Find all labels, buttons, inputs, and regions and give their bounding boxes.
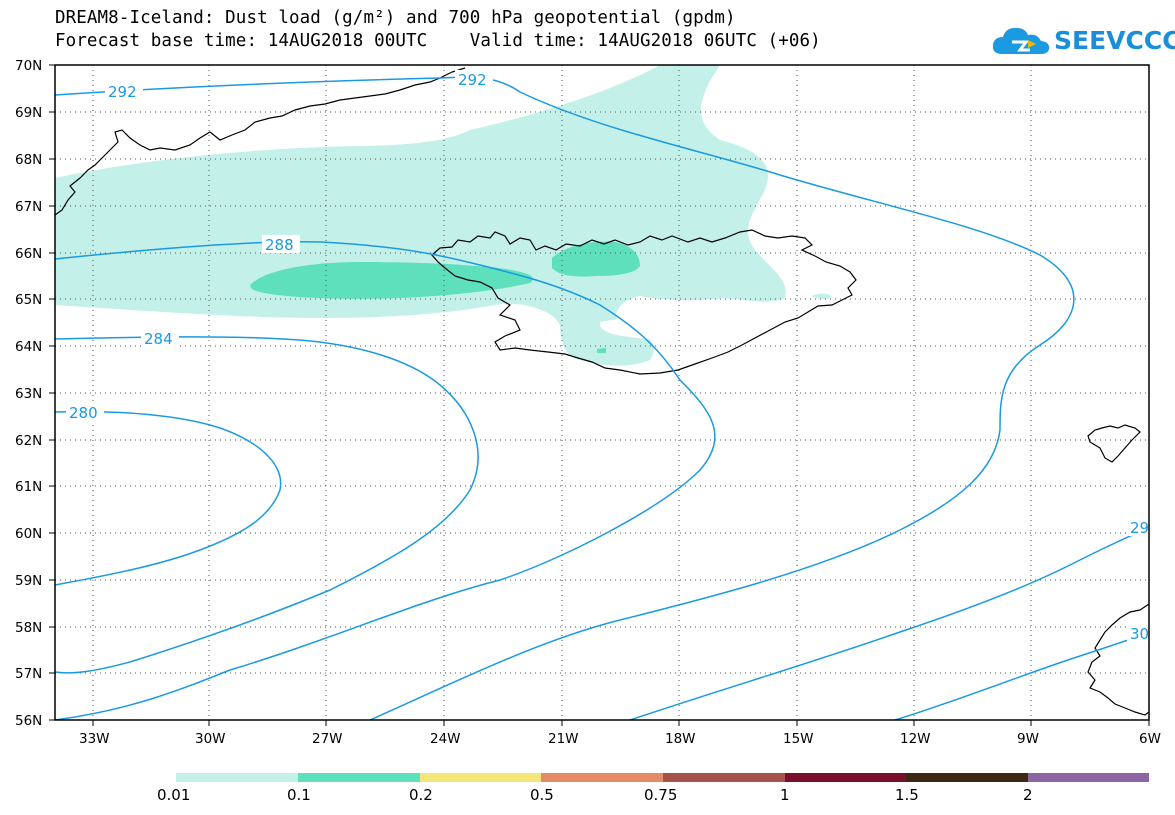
map-title: DREAM8-Iceland: Dust load (g/m²) and 700… <box>55 8 736 28</box>
contour-label-292-west: 292 <box>108 83 137 101</box>
lon-label: 6W <box>1139 731 1161 747</box>
legend-swatch <box>541 773 663 782</box>
dust-area-mid-west <box>250 262 534 299</box>
lat-label: 60N <box>15 526 42 542</box>
legend-swatch <box>420 773 541 782</box>
legend-swatch <box>785 773 906 782</box>
contour-labels: 292 292 288 284 280 29 30 <box>66 70 1149 643</box>
logo-text: SEEVCCC <box>1054 26 1175 55</box>
latitude-labels: 70N 69N 68N 67N 66N 65N 64N 63N 62N 61N … <box>15 58 42 729</box>
lat-label: 68N <box>15 152 42 168</box>
faroe-islands-coastline <box>1087 424 1141 463</box>
lat-label: 58N <box>15 620 42 636</box>
legend-label: 0.1 <box>287 786 311 804</box>
legend-label: 0.2 <box>409 786 433 804</box>
contour-280 <box>55 410 282 586</box>
dust-area-east-spot <box>812 293 832 300</box>
lat-label: 70N <box>15 58 42 74</box>
dust-load-shading <box>55 65 832 366</box>
dust-area-mid-small <box>597 348 606 353</box>
lon-label: 30W <box>195 731 226 747</box>
legend-swatch <box>298 773 420 782</box>
lon-label: 12W <box>900 731 931 747</box>
lat-label: 64N <box>15 339 42 355</box>
lon-label: 18W <box>665 731 696 747</box>
legend-label: 0.75 <box>644 786 677 804</box>
legend-label: 0.5 <box>530 786 554 804</box>
contour-label-284: 284 <box>144 330 173 348</box>
lat-label: 57N <box>15 666 42 682</box>
lon-label: 9W <box>1017 731 1039 747</box>
contour-label-292-north: 292 <box>458 71 487 89</box>
dust-area-low <box>55 65 786 366</box>
lon-label: 33W <box>79 731 110 747</box>
lat-label: 61N <box>15 479 42 495</box>
graticule <box>55 65 1149 720</box>
legend-label: 1 <box>780 786 790 804</box>
contour-288 <box>55 240 716 720</box>
legend-label: 0.01 <box>157 786 190 804</box>
longitude-labels: 33W 30W 27W 24W 21W 18W 15W 12W 9W 6W <box>79 731 1161 747</box>
cloud-icon <box>992 27 1050 54</box>
lat-label: 62N <box>15 433 42 449</box>
lat-label: 65N <box>15 292 42 308</box>
legend-label: 1.5 <box>895 786 919 804</box>
lon-label: 21W <box>548 731 579 747</box>
lat-label: 66N <box>15 246 42 262</box>
legend-swatch <box>663 773 785 782</box>
lat-label: 67N <box>15 199 42 215</box>
lat-label: 59N <box>15 573 42 589</box>
iceland-coastline <box>431 229 857 375</box>
legend-colorbar <box>176 773 1149 782</box>
greenland-coastline <box>55 67 466 216</box>
lon-label: 27W <box>312 731 343 747</box>
contour-label-30x: 30 <box>1130 625 1149 643</box>
axis-ticks <box>49 64 1150 726</box>
contour-284 <box>55 336 479 674</box>
legend-labels: 0.01 0.1 0.2 0.5 0.75 1 1.5 2 <box>157 786 1033 804</box>
dust-area-low-hole <box>599 318 707 341</box>
scotland-coastline <box>1087 603 1149 716</box>
lon-label: 15W <box>783 731 814 747</box>
map-subtitle: Forecast base time: 14AUG2018 00UTC Vali… <box>55 31 821 51</box>
contour-label-280: 280 <box>69 404 98 422</box>
lat-label: 56N <box>15 713 42 729</box>
lat-label: 69N <box>15 105 42 121</box>
dust-area-mid-east <box>552 241 640 277</box>
coastlines <box>55 67 1149 716</box>
legend-label: 2 <box>1023 786 1033 804</box>
seevccc-logo: SEEVCCC <box>992 22 1175 62</box>
lon-label: 24W <box>430 731 461 747</box>
lat-label: 63N <box>15 386 42 402</box>
contour-label-288: 288 <box>265 236 294 254</box>
contour-label-29x: 29 <box>1130 519 1149 537</box>
contour-29x <box>629 527 1149 720</box>
legend-swatch <box>906 773 1028 782</box>
legend-swatch <box>176 773 298 782</box>
contour-30x <box>894 631 1149 720</box>
legend-swatch <box>1028 773 1149 782</box>
